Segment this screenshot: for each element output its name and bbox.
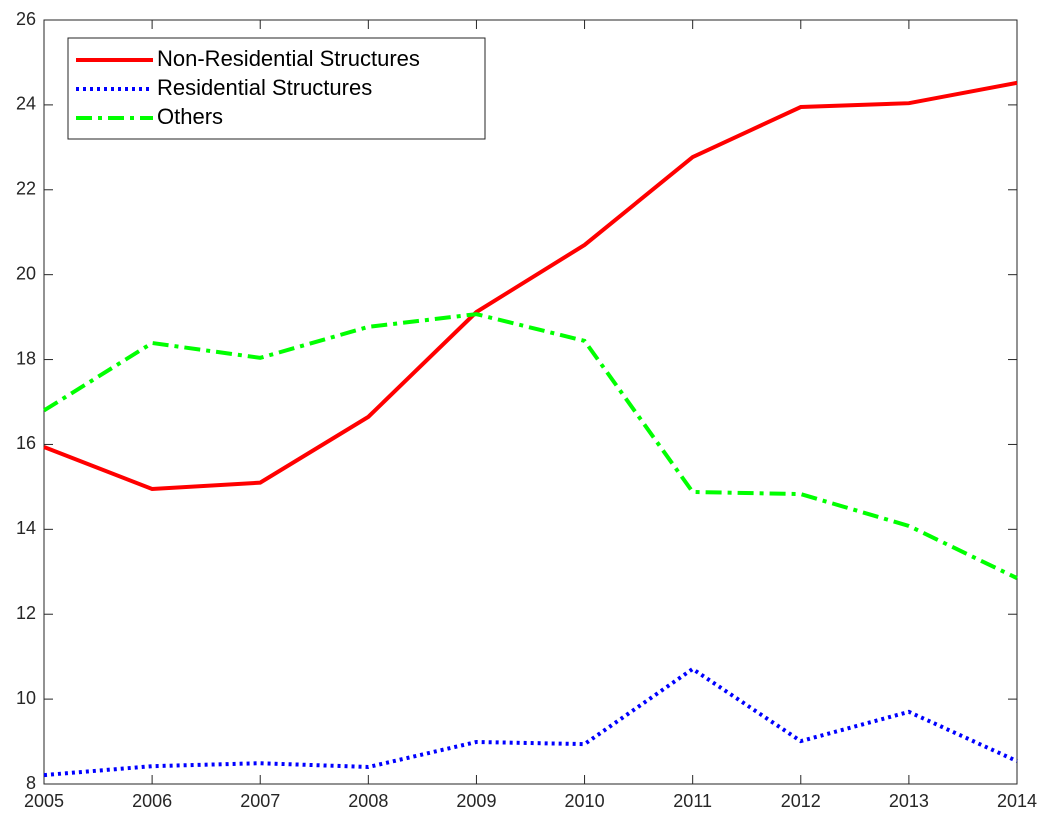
y-tick-label: 24	[16, 94, 36, 114]
x-tick-label: 2011	[673, 791, 712, 811]
x-tick-label: 2007	[240, 791, 280, 811]
x-tick-label: 2012	[781, 791, 821, 811]
x-tick-label: 2009	[456, 791, 496, 811]
x-tick-label: 2013	[889, 791, 929, 811]
legend-label: Others	[157, 104, 223, 129]
legend-label: Residential Structures	[157, 75, 372, 100]
line-series	[42, 312, 1018, 580]
x-tick-label: 2010	[565, 791, 605, 811]
y-tick-label: 20	[16, 263, 36, 283]
y-tick-label: 14	[16, 518, 36, 538]
x-tick-label: 2008	[348, 791, 388, 811]
x-tick-label: 2006	[132, 791, 172, 811]
y-tick-label: 8	[26, 773, 36, 793]
y-tick-label: 26	[16, 9, 36, 29]
y-tick-label: 22	[16, 179, 36, 199]
x-tick-label: 2005	[24, 791, 64, 811]
y-tick-label: 16	[16, 433, 36, 453]
legend-box	[67, 37, 486, 140]
y-tick-label: 10	[16, 688, 36, 708]
plot-area	[43, 19, 1018, 785]
y-tick-label: 18	[16, 348, 36, 368]
legend-label: Non-Residential Structures	[157, 46, 420, 71]
line-series	[43, 666, 1018, 778]
x-tick-label: 2014	[997, 791, 1037, 811]
y-tick-label: 12	[16, 603, 36, 623]
line-series	[43, 80, 1018, 492]
